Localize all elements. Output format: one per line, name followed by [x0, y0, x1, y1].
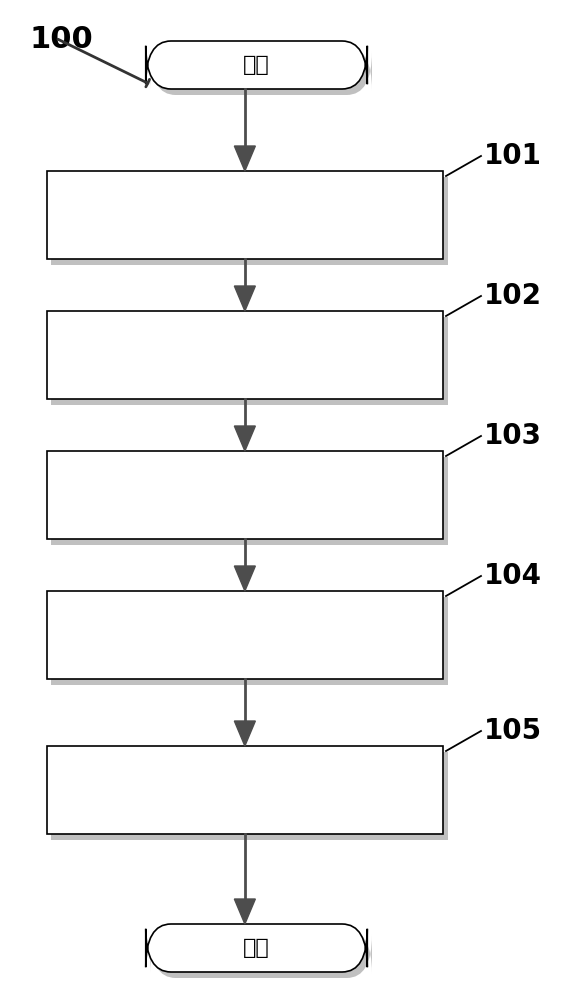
Bar — [51, 752, 448, 840]
Text: 102: 102 — [484, 282, 542, 310]
Polygon shape — [234, 899, 255, 924]
Text: 开始: 开始 — [243, 55, 270, 75]
FancyBboxPatch shape — [146, 924, 367, 972]
Text: 103: 103 — [484, 422, 542, 450]
FancyBboxPatch shape — [150, 47, 372, 95]
Polygon shape — [234, 426, 255, 451]
Text: 105: 105 — [484, 717, 542, 745]
Bar — [51, 177, 448, 265]
Bar — [51, 317, 448, 405]
Bar — [47, 746, 443, 834]
Bar — [47, 171, 443, 259]
Polygon shape — [234, 566, 255, 591]
FancyBboxPatch shape — [150, 930, 372, 978]
Polygon shape — [234, 721, 255, 746]
FancyBboxPatch shape — [146, 41, 367, 89]
Bar — [51, 457, 448, 545]
Text: 100: 100 — [29, 25, 93, 54]
Text: 结束: 结束 — [243, 938, 270, 958]
Polygon shape — [234, 286, 255, 311]
Bar — [47, 591, 443, 679]
Text: 104: 104 — [484, 562, 542, 590]
Text: 101: 101 — [484, 142, 542, 170]
Bar — [47, 311, 443, 399]
Polygon shape — [234, 146, 255, 171]
Bar — [47, 451, 443, 539]
Bar — [51, 597, 448, 685]
